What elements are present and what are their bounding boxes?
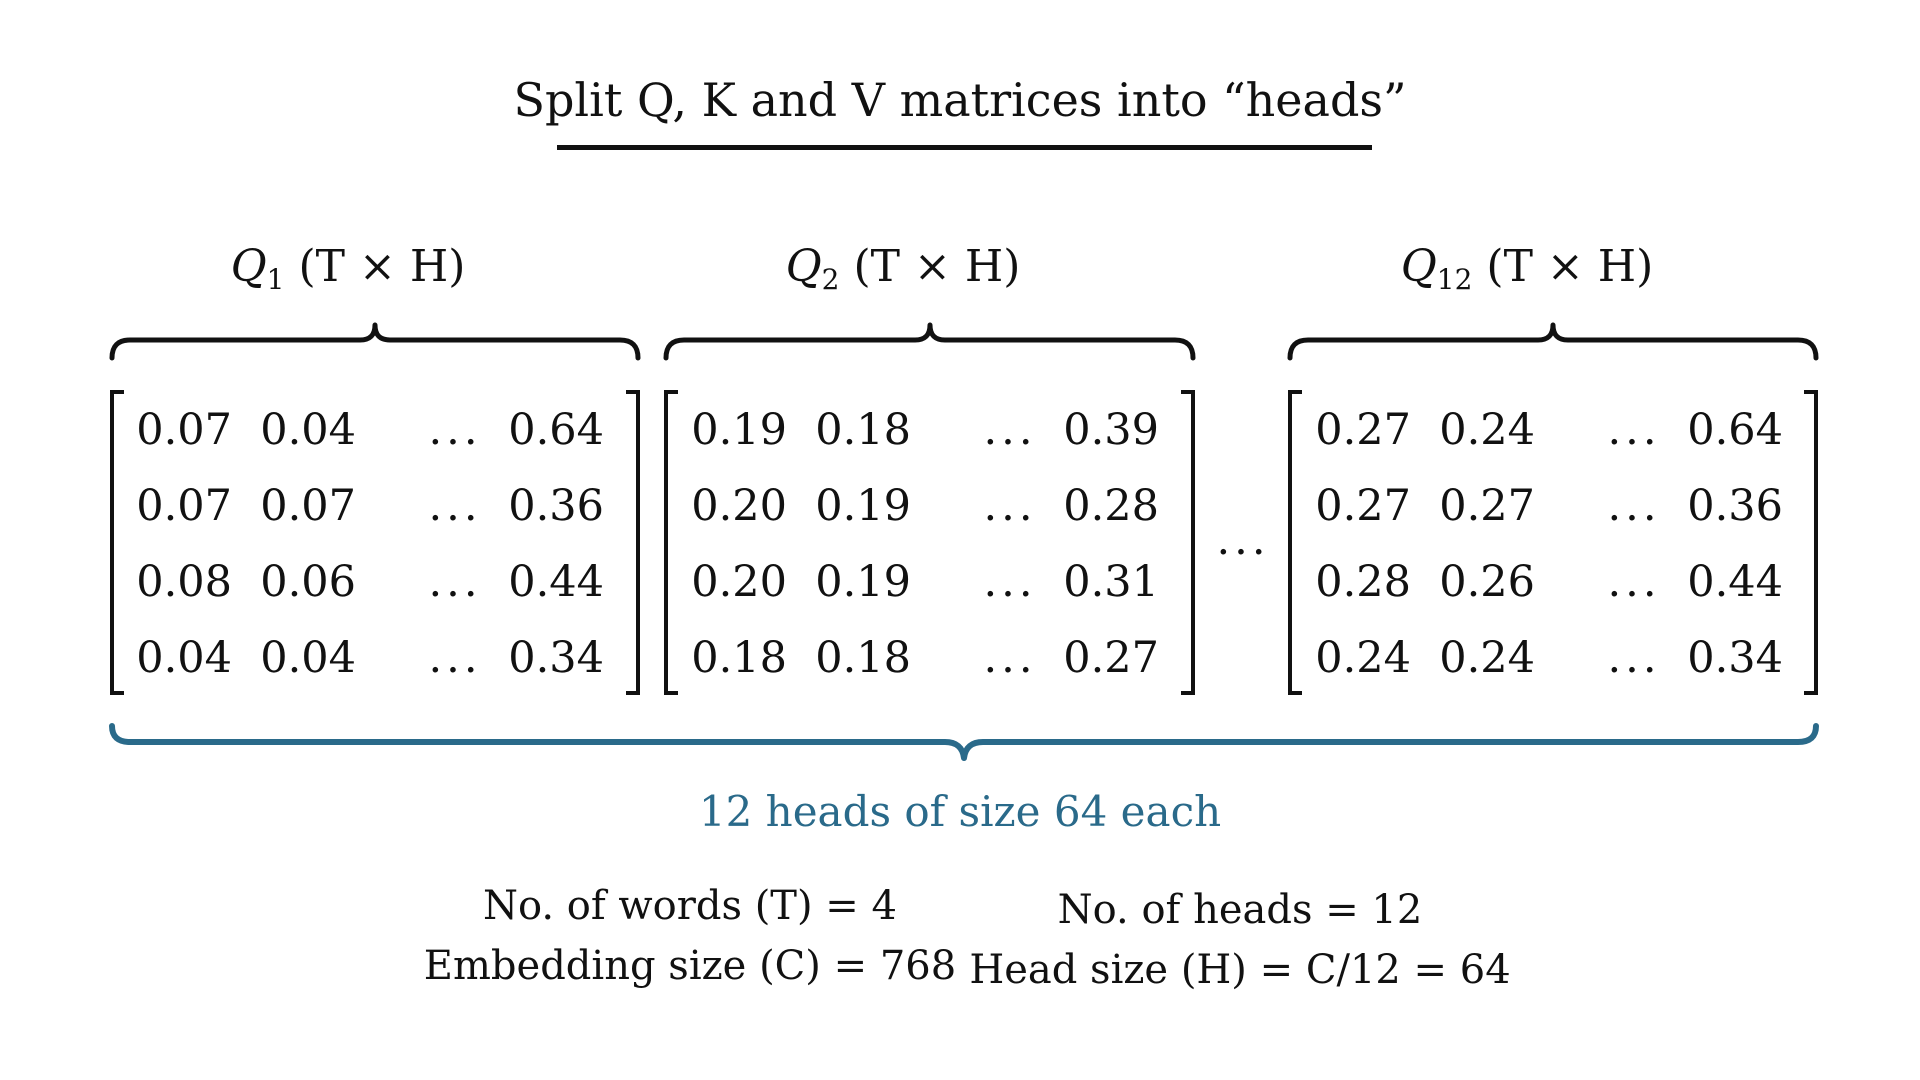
facts-right: No. of heads = 12 Head size (H) = C/12 =… [960,880,1520,1000]
matrix-cell: 0.39 [1063,405,1159,455]
matrix-cell: 0.19 [815,557,911,607]
head-label-2: Q2 (T × H) [643,240,1163,307]
matrix-cell: 0.04 [260,633,356,683]
head-index: 2 [821,263,840,296]
head-symbol: Q [230,241,267,292]
head-shape: (T × H) [853,241,1021,292]
matrix-cell: 0.28 [1063,481,1159,531]
head-label-12: Q12 (T × H) [1267,240,1787,307]
head-shape: (T × H) [298,241,466,292]
matrix-cell: 0.24 [1315,633,1411,683]
matrix-cell: 0.36 [1687,481,1783,531]
matrix-ellipsis: ... [428,405,482,455]
matrix-cell: 0.20 [691,557,787,607]
matrix-ellipsis: ... [983,405,1037,455]
matrix-ellipsis: ... [1607,557,1661,607]
head-index: 12 [1436,263,1473,296]
fact-heads: No. of heads = 12 [1057,887,1423,933]
between-heads-ellipsis: ... [1216,515,1270,565]
fact-embedding-size: Embedding size (C) = 768 [423,943,957,989]
matrix-12-right-bracket [1804,390,1818,695]
matrix-cell: 0.07 [136,481,232,531]
matrix-cell: 0.04 [136,633,232,683]
matrix-ellipsis: ... [428,557,482,607]
head-shape: (T × H) [1486,241,1654,292]
matrix-cell: 0.24 [1439,405,1535,455]
title-underline [557,145,1372,150]
matrix-cell: 0.27 [1063,633,1159,683]
matrix-ellipsis: ... [428,633,482,683]
matrix-cell: 0.04 [260,405,356,455]
matrix-cell: 0.19 [815,481,911,531]
matrix-cell: 0.06 [260,557,356,607]
matrix-cell: 0.44 [508,557,604,607]
matrix-cell: 0.27 [1439,481,1535,531]
matrix-cell: 0.34 [508,633,604,683]
matrix-cell: 0.18 [691,633,787,683]
matrix-cell: 0.18 [815,633,911,683]
matrix-cell: 0.27 [1315,481,1411,531]
matrix-cell: 0.28 [1315,557,1411,607]
matrix-cell: 0.64 [508,405,604,455]
head-label-1: Q1 (T × H) [88,240,608,307]
matrix-cell: 0.34 [1687,633,1783,683]
matrix-cell: 0.19 [691,405,787,455]
bottom-brace [109,723,1819,761]
head-symbol: Q [785,241,822,292]
heads-summary-label: 12 heads of size 64 each [698,787,1222,836]
matrix-ellipsis: ... [428,481,482,531]
matrix-ellipsis: ... [983,481,1037,531]
top-brace-2 [663,322,1196,361]
matrix-ellipsis: ... [1607,481,1661,531]
matrix-cell: 0.27 [1315,405,1411,455]
matrix-cell: 0.26 [1439,557,1535,607]
top-brace-12 [1287,322,1819,361]
diagram-title: Split Q, K and V matrices into “heads” [513,73,1407,127]
top-brace-1 [109,322,641,361]
matrix-2-right-bracket [1181,390,1195,695]
matrix-ellipsis: ... [983,557,1037,607]
facts-left: No. of words (T) = 4 Embedding size (C) … [410,876,970,996]
matrix-cell: 0.18 [815,405,911,455]
fact-words: No. of words (T) = 4 [483,883,897,929]
matrix-ellipsis: ... [1607,405,1661,455]
matrix-cell: 0.36 [508,481,604,531]
head-index: 1 [266,263,285,296]
fact-head-size: Head size (H) = C/12 = 64 [969,947,1511,993]
matrix-cell: 0.07 [260,481,356,531]
matrix-cell: 0.44 [1687,557,1783,607]
matrix-cell: 0.24 [1439,633,1535,683]
matrix-cell: 0.08 [136,557,232,607]
matrix-ellipsis: ... [983,633,1037,683]
head-symbol: Q [1400,241,1437,292]
matrix-cell: 0.31 [1063,557,1159,607]
matrix-cell: 0.64 [1687,405,1783,455]
matrix-ellipsis: ... [1607,633,1661,683]
matrix-1-left-bracket [110,390,124,695]
matrix-12-left-bracket [1288,390,1302,695]
matrix-2-left-bracket [664,390,678,695]
matrix-1-right-bracket [626,390,640,695]
matrix-cell: 0.20 [691,481,787,531]
matrix-cell: 0.07 [136,405,232,455]
